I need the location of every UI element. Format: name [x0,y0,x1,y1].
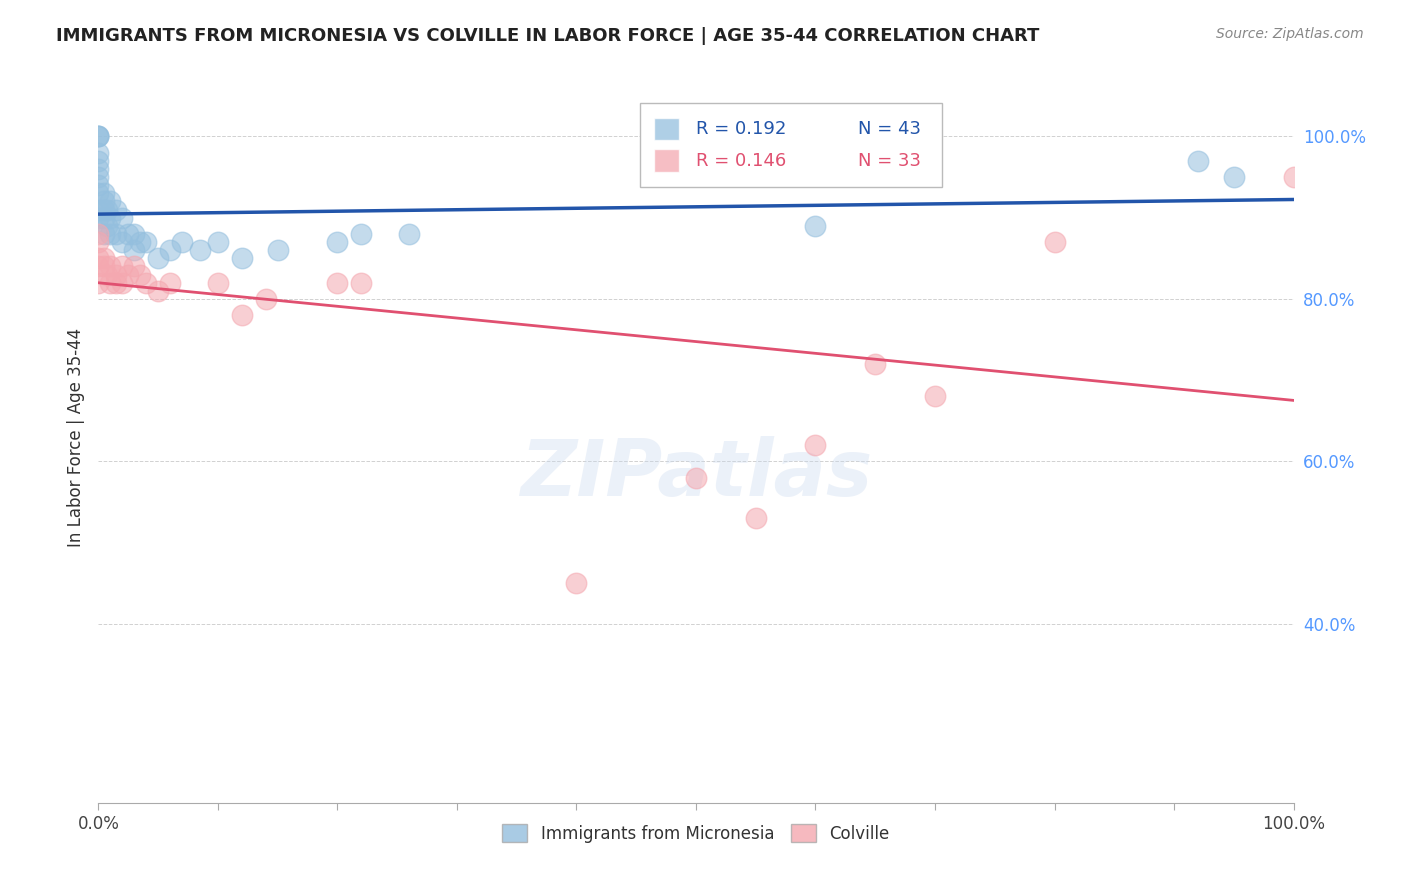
Point [350,276,373,290]
Point [111,260,134,274]
Point [87,169,110,184]
Point [159,243,181,257]
Point [124,260,146,274]
Point [105,276,128,290]
Point [129,268,152,282]
Point [87,178,110,193]
Point [129,235,152,249]
Point [565,576,588,591]
Point [231,308,253,322]
Point [117,268,139,282]
Point [111,211,134,225]
Point [267,243,290,257]
Text: R = 0.146: R = 0.146 [696,152,786,169]
Point [172,235,194,249]
Point [87,129,110,144]
Point [111,235,134,249]
Point [93,211,115,225]
Point [865,357,887,371]
Point [350,227,373,241]
Legend: Immigrants from Micronesia, Colville: Immigrants from Micronesia, Colville [496,818,896,849]
Point [1282,169,1305,184]
Point [87,186,110,201]
Text: Source: ZipAtlas.com: Source: ZipAtlas.com [1216,27,1364,41]
Point [87,252,110,266]
Y-axis label: In Labor Force | Age 35-44: In Labor Force | Age 35-44 [66,327,84,547]
Point [124,243,146,257]
Point [398,227,420,241]
Point [124,227,146,241]
Point [96,268,118,282]
Point [111,276,134,290]
Point [1187,153,1209,168]
Point [93,202,115,217]
Text: N = 33: N = 33 [858,152,921,169]
Point [98,227,122,241]
Point [105,268,128,282]
Point [159,276,181,290]
Point [254,292,277,306]
Point [685,471,707,485]
Point [93,252,115,266]
Point [87,227,110,241]
Point [96,202,118,217]
Point [231,252,253,266]
Point [148,284,170,298]
Point [745,511,768,525]
Text: R = 0.192: R = 0.192 [696,120,786,138]
Point [87,260,110,274]
Point [93,260,115,274]
Point [207,276,229,290]
Point [87,161,110,176]
Point [87,153,110,168]
Point [1223,169,1246,184]
Point [135,276,157,290]
Point [87,129,110,144]
Point [804,438,827,452]
Point [93,186,115,201]
Point [148,252,170,266]
Point [98,194,122,209]
Point [326,276,349,290]
Point [804,219,827,233]
Point [93,227,115,241]
Point [87,129,110,144]
Point [87,276,110,290]
Point [98,276,122,290]
Point [924,389,946,403]
Point [98,211,122,225]
Point [87,145,110,160]
Point [87,235,110,249]
Point [1043,235,1066,249]
Point [96,219,118,233]
Point [87,211,110,225]
Point [188,243,211,257]
Point [105,202,128,217]
Point [87,202,110,217]
Text: N = 43: N = 43 [858,120,921,138]
Point [326,235,349,249]
Point [93,194,115,209]
Text: IMMIGRANTS FROM MICRONESIA VS COLVILLE IN LABOR FORCE | AGE 35-44 CORRELATION CH: IMMIGRANTS FROM MICRONESIA VS COLVILLE I… [56,27,1039,45]
Point [135,235,157,249]
Point [207,235,229,249]
Point [105,227,128,241]
Text: ZIPatlas: ZIPatlas [520,435,872,512]
Point [98,260,122,274]
Point [117,227,139,241]
